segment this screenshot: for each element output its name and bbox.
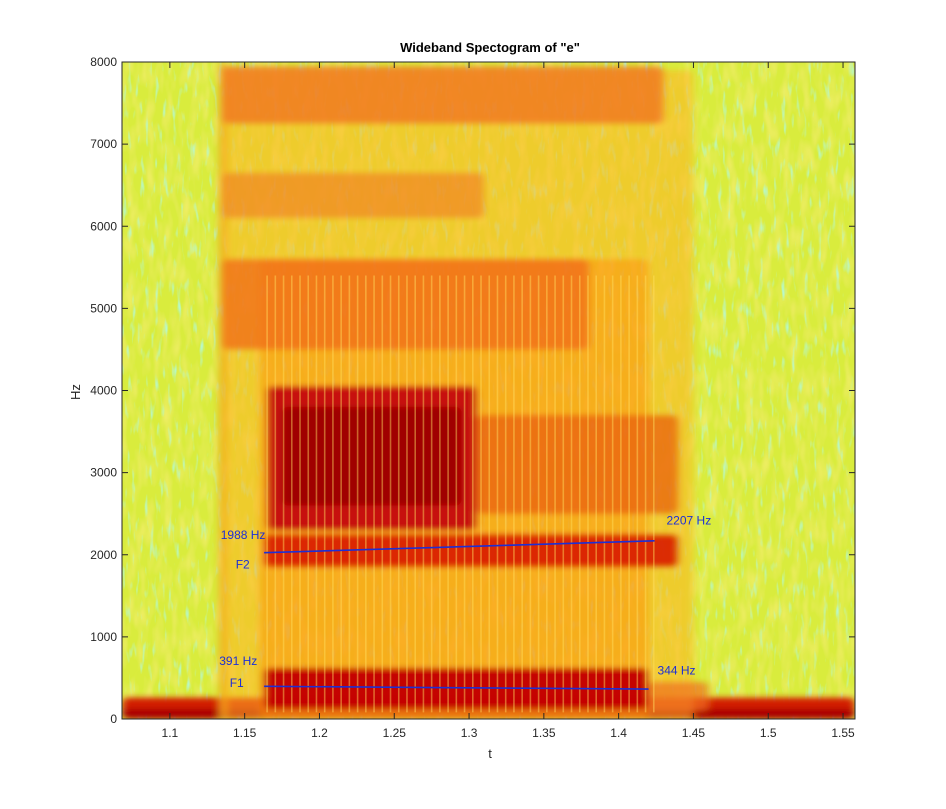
y-tick-label: 5000 bbox=[90, 301, 117, 315]
band-6400 bbox=[222, 172, 485, 219]
y-tick-label: 0 bbox=[110, 712, 117, 726]
spectrogram-striations bbox=[266, 275, 655, 713]
formant-lines bbox=[264, 539, 655, 690]
y-tick-label: 2000 bbox=[90, 548, 117, 562]
y-tick-label: 3000 bbox=[90, 466, 117, 480]
spectrogram-plot-area bbox=[122, 62, 855, 719]
annotation-label: 1988 Hz bbox=[221, 528, 266, 542]
formant-line-f1 bbox=[264, 685, 649, 690]
band-f1 bbox=[264, 668, 649, 710]
band-f1-tail bbox=[648, 682, 709, 711]
y-tick-label: 4000 bbox=[90, 384, 117, 398]
formant-line-f2 bbox=[264, 539, 655, 554]
x-tick-label: 1.2 bbox=[311, 726, 328, 740]
annotation-label: F1 bbox=[230, 676, 244, 690]
y-tick-label: 8000 bbox=[90, 55, 117, 69]
x-tick-label: 1.25 bbox=[383, 726, 407, 740]
annotation-label: 391 Hz bbox=[219, 654, 257, 668]
x-axis-ticks: 1.1 1.15 1.2 1.25 1.3 1.35 1.4 1.45 1.5 1.55 bbox=[162, 62, 855, 740]
x-tick-label: 1.55 bbox=[831, 726, 855, 740]
band-3500-core bbox=[282, 406, 462, 506]
x-tick-label: 1.35 bbox=[532, 726, 556, 740]
x-axis-label: t bbox=[488, 746, 492, 761]
x-tick-label: 1.5 bbox=[760, 726, 777, 740]
y-tick-label: 6000 bbox=[90, 219, 117, 233]
band-3000-tail bbox=[476, 415, 679, 514]
y-tick-label: 7000 bbox=[90, 137, 117, 151]
x-tick-label: 1.3 bbox=[461, 726, 478, 740]
spectrogram-energy bbox=[122, 62, 855, 719]
band-5000 bbox=[222, 259, 589, 350]
y-axis-ticks: 0 1000 2000 3000 4000 5000 6000 7000 8000 bbox=[90, 55, 855, 726]
x-tick-label: 1.15 bbox=[233, 726, 257, 740]
annotation-label: F2 bbox=[236, 558, 250, 572]
annotation-label: 2207 Hz bbox=[667, 513, 712, 527]
x-tick-label: 1.4 bbox=[610, 726, 627, 740]
annotation-label: 344 Hz bbox=[658, 664, 696, 678]
y-axis-label: Hz bbox=[68, 384, 83, 400]
y-tick-label: 1000 bbox=[90, 630, 117, 644]
band-7500 bbox=[222, 66, 664, 124]
x-tick-label: 1.45 bbox=[682, 726, 706, 740]
x-tick-label: 1.1 bbox=[162, 726, 179, 740]
chart-title: Wideband Spectogram of "e" bbox=[400, 40, 580, 55]
formant-annotations: 1988 Hz F2 2207 Hz 391 Hz F1 344 Hz bbox=[219, 513, 711, 690]
